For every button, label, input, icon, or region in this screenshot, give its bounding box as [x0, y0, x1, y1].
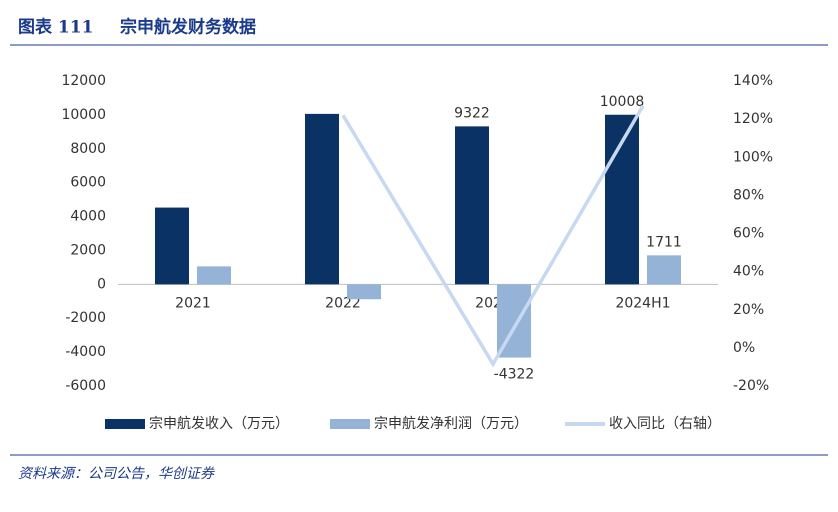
y-tick-label: -2000: [65, 310, 106, 326]
data-label: 9322: [454, 105, 490, 121]
y-tick-label: 10000: [61, 107, 106, 123]
y2-tick-label: 120%: [733, 111, 773, 127]
y2-tick-label: 0%: [733, 340, 755, 356]
y-tick-label: 0: [97, 276, 106, 292]
y-tick-label: -6000: [65, 378, 106, 394]
y2-tick-label: 20%: [733, 302, 764, 318]
legend-label: 宗申航发净利润（万元）: [374, 416, 528, 432]
data-label: 1711: [646, 234, 682, 250]
bar: [155, 207, 189, 285]
line: [341, 104, 645, 368]
legend-swatch: [330, 419, 370, 429]
figure-label: 图表 111: [18, 17, 93, 38]
bar: [305, 113, 339, 285]
y2-tick-label: 140%: [733, 73, 773, 89]
data-label: 10008: [600, 94, 645, 110]
x-tick-label: 2021: [175, 295, 211, 311]
figure-title: 宗申航发财务数据: [120, 17, 256, 38]
y2-tick-label: 100%: [733, 149, 773, 165]
bar: [197, 266, 231, 285]
x-tick-label: 2022: [325, 295, 361, 311]
bar: [347, 284, 381, 300]
bar: [455, 126, 489, 285]
y-tick-label: 4000: [70, 209, 106, 225]
x-tick-label: 2024H1: [615, 295, 670, 311]
legend-label: 宗申航发收入（万元）: [149, 416, 289, 432]
y2-tick-label: 60%: [733, 226, 764, 242]
y2-tick-label: 40%: [733, 264, 764, 280]
legend-label: 收入同比（右轴）: [609, 416, 721, 432]
data-label: -4322: [494, 367, 535, 383]
legend-swatch: [105, 419, 145, 429]
bar: [647, 255, 681, 285]
source: 资料来源：公司公告，华创证券: [18, 466, 215, 482]
y-tick-label: -4000: [65, 344, 106, 360]
y2-tick-label: 80%: [733, 187, 764, 203]
y-tick-label: 6000: [70, 175, 106, 191]
y-tick-label: 8000: [70, 141, 106, 157]
y-tick-label: 12000: [61, 73, 106, 89]
y2-tick-label: -20%: [733, 378, 769, 394]
y-tick-label: 2000: [70, 242, 106, 258]
